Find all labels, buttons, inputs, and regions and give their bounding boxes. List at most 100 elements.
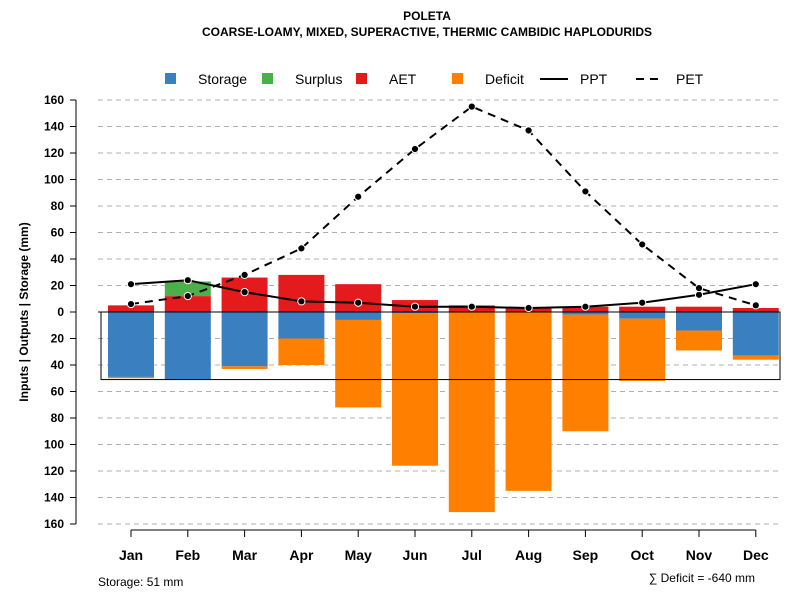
chart-subtitle: COARSE-LOAMY, MIXED, SUPERACTIVE, THERMI… — [202, 25, 652, 39]
aet-bar — [335, 284, 382, 312]
y-tick-label: 160 — [44, 93, 64, 107]
storage-bar — [676, 312, 722, 331]
storage-footnote: Storage: 51 mm — [98, 575, 183, 589]
storage-bar — [335, 312, 382, 320]
y-tick-label: 160 — [44, 517, 64, 531]
pet-line — [130, 105, 757, 307]
lines — [126, 102, 760, 313]
x-tick-label-nov: Nov — [686, 547, 713, 563]
ppt-point — [638, 298, 647, 307]
y-tick-label: 40 — [51, 358, 65, 372]
ppt-point — [297, 297, 306, 306]
pet-point — [694, 284, 704, 293]
y-tick-label: 140 — [44, 491, 64, 505]
legend-item-ppt: PPT — [540, 71, 608, 87]
chart-title: POLETA — [403, 9, 451, 23]
pet-point — [183, 292, 192, 301]
x-tick-label-jul: Jul — [462, 547, 482, 563]
x-tick-label-apr: Apr — [289, 547, 314, 563]
y-tick-label: 120 — [44, 146, 64, 160]
legend-swatch — [262, 73, 273, 84]
pet-point — [751, 301, 760, 310]
ppt-line — [130, 279, 756, 310]
x-tick-label-dec: Dec — [743, 547, 769, 563]
y-tick-label: 100 — [44, 438, 64, 452]
deficit-bar — [392, 313, 438, 466]
y-tick-label: 20 — [51, 332, 65, 346]
deficit-bar — [732, 355, 779, 360]
ppt-point — [581, 302, 590, 311]
deficit-bar — [278, 338, 325, 365]
deficit-bar — [619, 318, 666, 381]
y-tick-label: 20 — [51, 279, 65, 293]
ppt-point — [126, 280, 136, 289]
legend-swatch — [452, 73, 463, 84]
storage-bar — [392, 312, 438, 314]
legend-label: PPT — [580, 71, 608, 87]
aet-bar — [164, 296, 211, 312]
legend-label: Storage — [198, 71, 247, 87]
aet-bar — [278, 274, 325, 312]
deficit-bar — [562, 314, 609, 432]
legend-swatch — [165, 73, 176, 84]
x-tick-label-may: May — [345, 547, 372, 563]
aet-bar — [676, 306, 722, 312]
legend-item-deficit: Deficit — [452, 71, 524, 87]
x-tick-label-jan: Jan — [119, 547, 143, 563]
aet-bar — [732, 308, 779, 312]
deficit-bar — [335, 319, 382, 408]
ppt-point — [751, 280, 760, 289]
deficit-bar — [505, 312, 552, 491]
legend-label: AET — [389, 71, 417, 87]
x-tick-label-jun: Jun — [403, 547, 428, 563]
storage-bar — [619, 312, 666, 319]
gridlines — [98, 99, 780, 525]
aet-bar — [619, 306, 666, 312]
legend: Storage Surplus AET Deficit PPT PET — [165, 71, 704, 87]
y-tick-label: 80 — [51, 199, 65, 213]
storage-bar — [278, 312, 325, 339]
x-tick-label-aug: Aug — [515, 547, 542, 563]
legend-item-pet: PET — [636, 71, 704, 87]
pet-point — [354, 192, 363, 201]
legend-label: Surplus — [295, 71, 342, 87]
storage-bar — [108, 312, 154, 377]
x-tick-label-oct: Oct — [631, 547, 655, 563]
pet-point — [410, 144, 420, 154]
deficit-bar — [108, 376, 154, 379]
pet-point — [524, 126, 533, 135]
pet-point — [126, 299, 136, 309]
ppt-point — [240, 288, 249, 297]
x-tick-label-sep: Sep — [573, 547, 599, 563]
storage-bar — [164, 312, 211, 380]
storage-capacity-box — [100, 311, 781, 381]
y-tick-label: 0 — [57, 305, 64, 319]
y-axis-label: Inputs | Outputs | Storage (mm) — [17, 222, 31, 401]
x-tick-label-feb: Feb — [175, 547, 200, 563]
pet-point — [240, 270, 249, 279]
surplus-bar — [164, 281, 211, 297]
aet-bar — [108, 305, 154, 312]
deficit-bar — [221, 366, 268, 369]
ppt-point — [183, 276, 192, 285]
y-tick-label: 120 — [44, 464, 64, 478]
legend-item-surplus: Surplus — [262, 71, 342, 87]
y-tick-label: 100 — [44, 173, 64, 187]
legend-label: Deficit — [485, 71, 524, 87]
pet-point — [638, 240, 647, 249]
y-tick-label: 40 — [51, 252, 65, 266]
deficit-bar — [448, 312, 495, 513]
storage-bar — [732, 312, 779, 356]
y-tick-label: 60 — [51, 226, 65, 240]
pet-point — [297, 244, 306, 253]
legend-label: PET — [676, 71, 704, 87]
ppt-point — [410, 302, 420, 311]
axes: 160 140 120 100 80 60 40 20 0 20 40 60 80 100 120 140 16… — [44, 93, 769, 563]
ppt-point — [354, 298, 363, 307]
ppt-point — [467, 302, 476, 311]
pet-point — [581, 187, 590, 196]
y-tick-label: 140 — [44, 120, 64, 134]
ppt-point — [524, 303, 533, 313]
storage-bar — [562, 312, 609, 315]
